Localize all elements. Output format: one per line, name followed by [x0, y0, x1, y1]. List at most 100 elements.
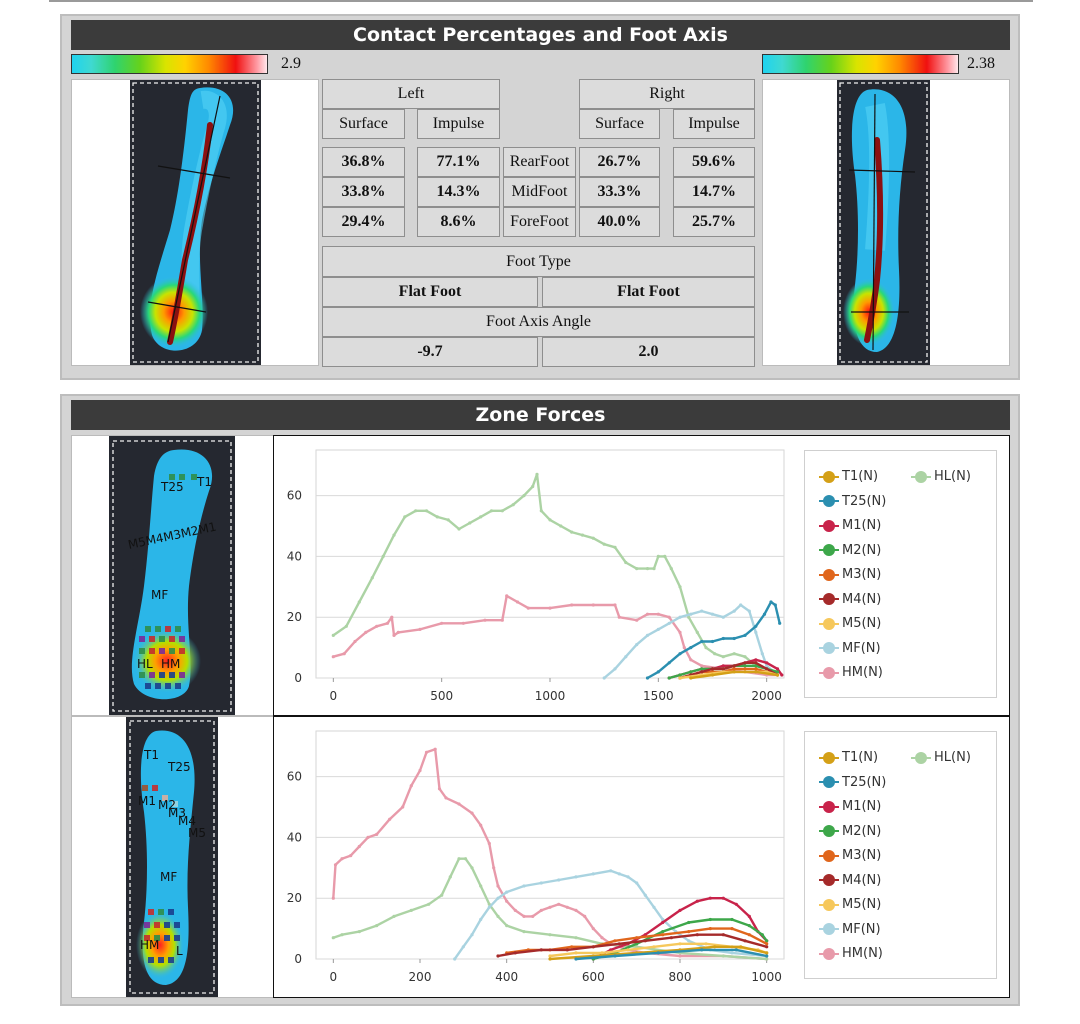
data-point	[522, 884, 526, 888]
legend-marker-icon	[819, 494, 839, 508]
legend-item-mfn[interactable]: MF(N)	[819, 641, 881, 656]
data-point	[769, 600, 773, 604]
data-point	[613, 603, 617, 607]
series-line-mfn	[603, 603, 779, 679]
legend-item-t25n[interactable]: T25(N)	[819, 775, 886, 790]
data-point	[765, 667, 769, 671]
data-point	[403, 515, 407, 519]
data-point	[635, 618, 639, 622]
rearfoot-right-impulse: 59.6%	[673, 147, 755, 177]
data-point	[366, 835, 370, 839]
data-point	[470, 811, 474, 815]
data-point	[713, 652, 717, 656]
data-point	[645, 633, 650, 637]
legend-item-m4n[interactable]: M4(N)	[819, 592, 881, 607]
legend-item-t1n[interactable]: T1(N)	[819, 469, 878, 484]
data-point	[381, 554, 385, 558]
data-point	[539, 948, 543, 952]
data-point	[331, 936, 335, 940]
data-point	[331, 896, 335, 900]
data-point	[743, 664, 747, 668]
legend-item-t25n[interactable]: T25(N)	[819, 494, 886, 509]
x-tick-label: 1000	[751, 970, 782, 984]
data-point	[721, 655, 725, 659]
legend-item-hmn[interactable]: HM(N)	[819, 665, 883, 680]
data-point	[713, 945, 717, 949]
data-point	[721, 615, 725, 619]
data-point	[743, 667, 747, 671]
legend-item-m1n[interactable]: M1(N)	[819, 518, 881, 533]
legend-item-hln[interactable]: HL(N)	[911, 469, 971, 484]
data-point	[515, 600, 520, 604]
legend-item-hmn[interactable]: HM(N)	[819, 946, 883, 961]
forefoot-right-surface: 40.0%	[579, 207, 660, 237]
x-tick-label: 600	[582, 970, 605, 984]
x-tick-label: 500	[430, 689, 453, 703]
data-point	[539, 908, 543, 912]
legend-marker-icon	[819, 666, 839, 680]
x-tick-label: 1000	[535, 689, 566, 703]
legend-label: T1(N)	[842, 750, 879, 765]
data-point	[754, 661, 758, 665]
data-point	[392, 633, 396, 637]
data-point	[708, 917, 712, 922]
data-point	[739, 603, 743, 607]
data-point	[721, 664, 725, 668]
data-point	[747, 924, 751, 928]
midfoot-left-surface: 33.8%	[322, 177, 405, 207]
data-point	[487, 905, 491, 909]
legend-label: HL(N)	[934, 750, 971, 765]
y-tick-label: 40	[287, 830, 302, 844]
data-point	[732, 664, 736, 668]
legend-item-mfn[interactable]: MF(N)	[819, 922, 881, 937]
legend-label: T25(N)	[842, 493, 887, 509]
legend-item-m3n[interactable]: M3(N)	[819, 567, 881, 582]
left-zone-label-hm: HM	[161, 657, 180, 671]
data-point	[357, 930, 361, 934]
data-point	[617, 942, 621, 946]
data-point	[624, 655, 628, 659]
right-surface-header: Surface	[579, 109, 660, 139]
series-line-t25n	[575, 948, 767, 961]
data-point	[496, 954, 500, 958]
right-zone-label-mf: MF	[160, 870, 177, 884]
data-point	[548, 518, 552, 522]
legend-item-m2n[interactable]: M2(N)	[819, 824, 881, 839]
data-point	[730, 927, 734, 931]
data-point	[765, 664, 769, 668]
data-point	[557, 902, 561, 906]
data-point	[574, 951, 578, 955]
legend-item-t1n[interactable]: T1(N)	[819, 750, 878, 765]
legend-item-m4n[interactable]: M4(N)	[819, 873, 881, 888]
data-point	[747, 933, 751, 937]
legend-item-m3n[interactable]: M3(N)	[819, 848, 881, 863]
legend-item-m5n[interactable]: M5(N)	[819, 897, 881, 912]
legend-label: M2(N)	[842, 823, 882, 839]
data-point	[765, 951, 769, 955]
data-point	[645, 676, 650, 680]
legend-item-m2n[interactable]: M2(N)	[819, 543, 881, 558]
data-point	[732, 636, 736, 641]
rearfoot-left-impulse: 77.1%	[417, 147, 500, 177]
data-point	[496, 884, 500, 888]
data-point	[487, 841, 491, 846]
data-point	[732, 670, 736, 674]
legend-item-m1n[interactable]: M1(N)	[819, 799, 881, 814]
data-point	[708, 896, 712, 900]
x-tick-label: 2000	[751, 689, 782, 703]
data-point	[353, 639, 357, 644]
legend-marker-icon	[819, 800, 839, 814]
legend-label: MF(N)	[842, 640, 881, 656]
zone-forces-chart-left: 0 20 40 60 0 500 1000 1500 2000 T1(N) T25(N) M1(N)…	[273, 435, 1010, 716]
y-tick-label: 20	[287, 891, 302, 905]
data-point	[463, 857, 468, 861]
legend-marker-icon	[819, 519, 839, 533]
data-point	[609, 869, 613, 873]
data-point	[375, 624, 379, 628]
legend-item-m5n[interactable]: M5(N)	[819, 616, 881, 631]
data-point	[695, 899, 699, 903]
data-point	[762, 612, 767, 616]
data-point	[743, 633, 747, 637]
legend-item-hln[interactable]: HL(N)	[911, 750, 971, 765]
data-point	[760, 933, 764, 937]
